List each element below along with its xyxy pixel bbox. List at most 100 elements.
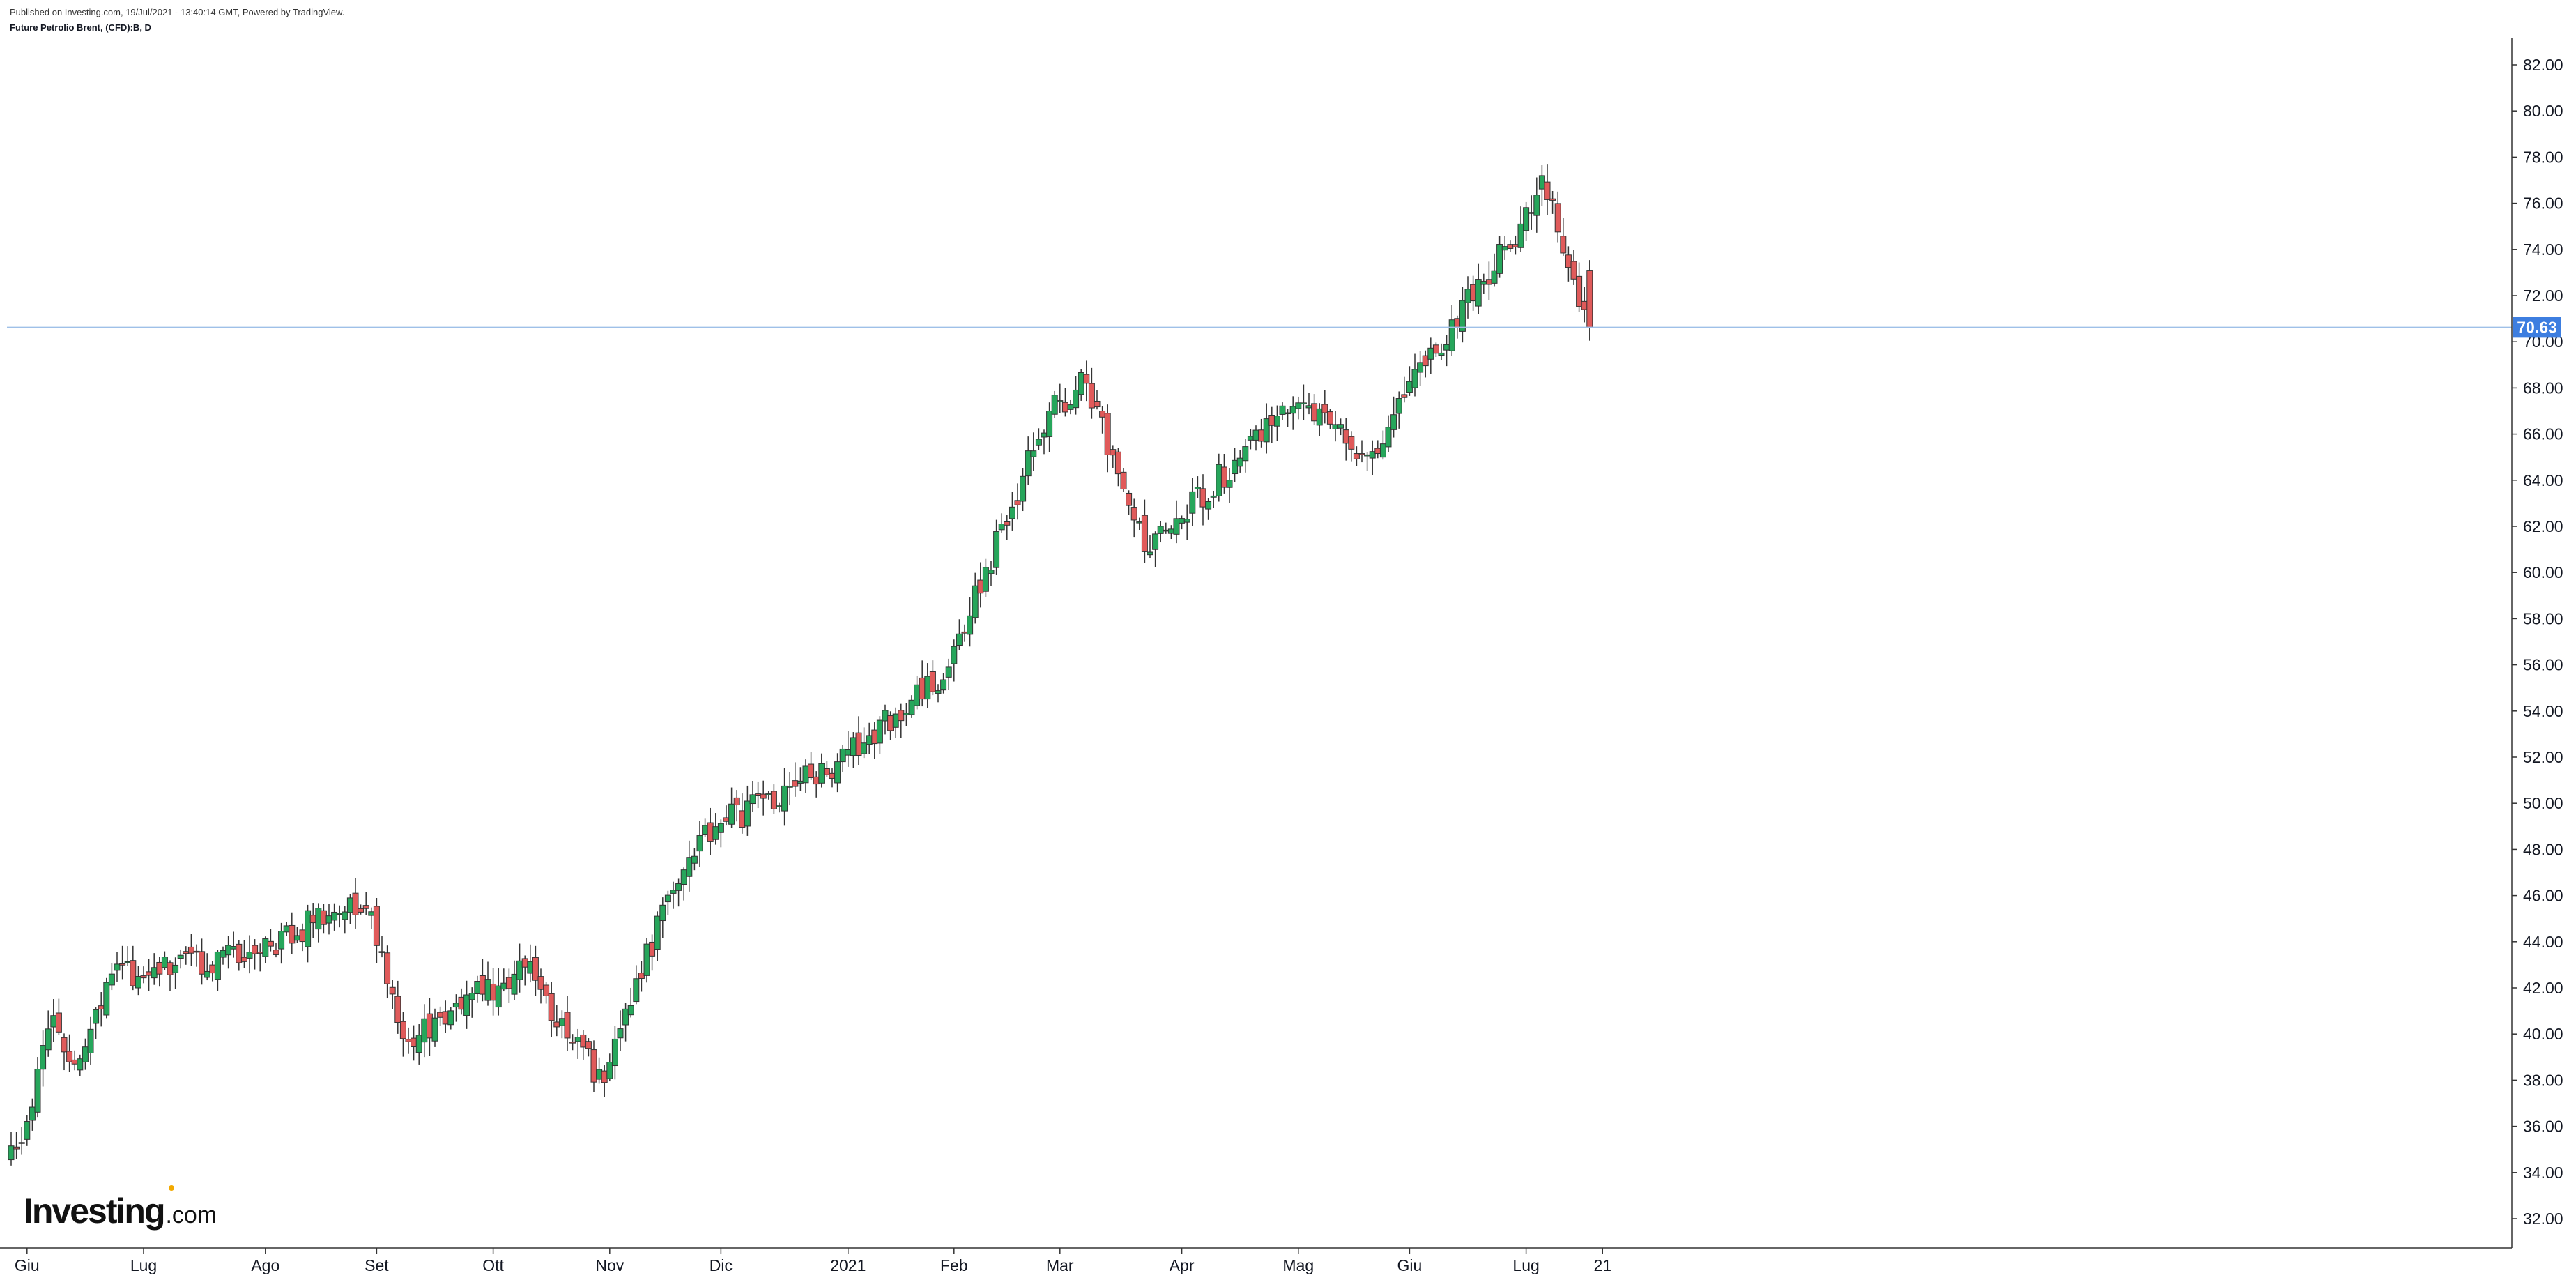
candle-body-up	[1167, 528, 1174, 534]
candle-body-up	[24, 1121, 31, 1140]
candle	[935, 684, 942, 703]
candle-body-up	[1173, 518, 1180, 535]
candle	[167, 960, 174, 991]
candle-body-down	[490, 983, 497, 1001]
candle-body-down	[240, 957, 247, 962]
candle	[680, 867, 687, 901]
candle	[871, 722, 878, 759]
candle-body-down	[1470, 284, 1477, 302]
candle-body-down	[1342, 429, 1349, 444]
candle	[988, 560, 995, 586]
candle-body-down	[320, 910, 327, 925]
candle	[1051, 390, 1058, 418]
candle	[1120, 468, 1127, 492]
candle-body-down	[1374, 448, 1381, 455]
candle	[135, 966, 141, 996]
candle-body-up	[331, 911, 338, 921]
candle	[1242, 439, 1249, 473]
candle	[458, 988, 465, 1015]
candle-body-down	[193, 950, 200, 953]
candle	[898, 703, 905, 738]
candle	[1247, 429, 1254, 450]
candle	[240, 940, 247, 968]
candle-body-up	[1369, 451, 1376, 459]
x-tick-label: Lug	[1512, 1256, 1539, 1274]
candle	[1173, 500, 1180, 544]
candle-body-up	[1480, 281, 1487, 285]
candle-body-up	[1263, 418, 1270, 443]
candle	[1099, 406, 1106, 434]
candle-body-up	[1279, 405, 1286, 415]
candle-body-up	[124, 961, 131, 963]
candle	[199, 938, 206, 985]
candle-body-up	[1078, 372, 1084, 395]
candle-body-down	[156, 961, 163, 975]
candle	[993, 519, 1000, 575]
candle-body-up	[982, 567, 989, 592]
candle-body-up	[861, 742, 868, 754]
candle-body-up	[839, 748, 846, 763]
candle-body-up	[1205, 501, 1212, 510]
candle	[543, 982, 550, 1004]
candle	[431, 1008, 438, 1047]
candle	[1507, 240, 1514, 252]
candle	[146, 959, 153, 991]
candle	[352, 878, 359, 929]
candle	[659, 897, 666, 938]
candle-body-up	[1438, 352, 1445, 356]
candle	[929, 660, 936, 696]
candle	[1067, 399, 1074, 415]
candle	[638, 961, 645, 992]
candle-body-down	[707, 822, 714, 842]
candle	[998, 513, 1005, 533]
candle	[786, 772, 793, 806]
candle-body-up	[50, 1015, 57, 1028]
candle	[882, 704, 889, 735]
last-price-badge-bg	[2513, 317, 2561, 338]
candle	[1030, 432, 1037, 471]
candle-body-up	[172, 964, 179, 973]
candle	[1523, 201, 1530, 241]
candle	[342, 906, 348, 934]
candle	[797, 767, 804, 791]
candle	[569, 1034, 576, 1051]
candle-body-down	[733, 797, 740, 806]
candle-body-up	[850, 737, 857, 756]
candle	[866, 722, 873, 754]
candle	[1401, 376, 1408, 403]
candle	[977, 562, 984, 608]
candle	[643, 938, 650, 983]
candle-body-down	[1358, 453, 1365, 455]
candle-body-up	[1385, 427, 1392, 448]
candle-body-up	[204, 970, 210, 978]
candle	[1448, 305, 1455, 356]
candle	[580, 1030, 587, 1060]
candle-body-up	[463, 994, 470, 1016]
candle-body-up	[474, 981, 481, 995]
candle-body-up	[892, 713, 899, 728]
y-tick-label: 76.00	[2523, 195, 2563, 213]
candle	[532, 945, 539, 996]
y-tick-label: 42.00	[2523, 979, 2563, 997]
x-tick-label: Giu	[1397, 1256, 1423, 1274]
candle	[739, 793, 746, 834]
candles-layer	[8, 164, 1593, 1166]
candle-body-down	[823, 768, 830, 775]
candle-body-down	[362, 905, 369, 909]
candle-body-up	[876, 719, 883, 744]
candle	[919, 660, 926, 707]
candle-body-up	[1179, 518, 1186, 524]
candle-body-down	[256, 952, 263, 954]
candle	[1570, 250, 1577, 285]
candle-body-up	[1147, 551, 1153, 556]
candle	[961, 624, 968, 642]
candle-body-up	[1464, 289, 1471, 303]
candle	[611, 1026, 618, 1080]
candle-body-up	[558, 1018, 565, 1026]
candle-body-down	[98, 1005, 105, 1009]
candle	[98, 992, 105, 1027]
candle	[818, 753, 825, 788]
candle	[1348, 431, 1355, 462]
candle	[1544, 164, 1551, 215]
